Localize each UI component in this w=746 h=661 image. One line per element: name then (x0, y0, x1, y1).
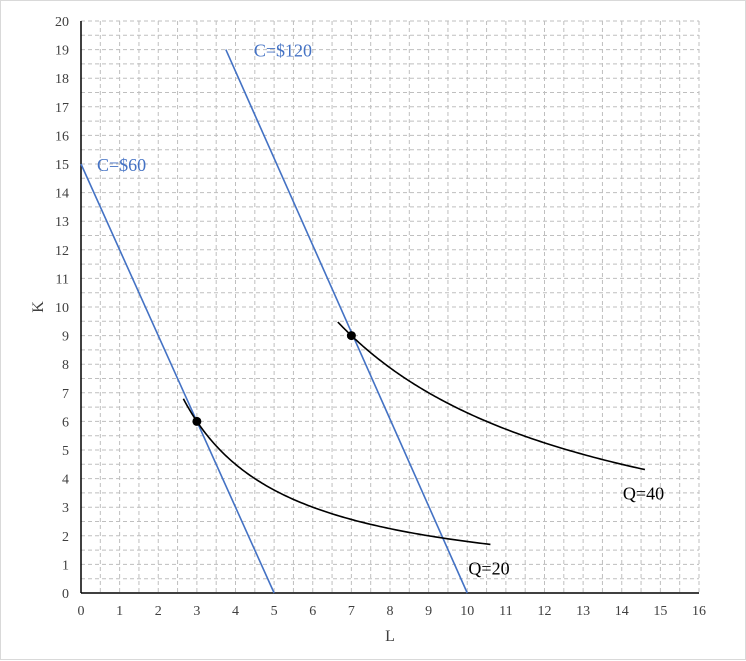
y-tick-label: 19 (55, 44, 69, 59)
grid-layer (80, 20, 700, 594)
isoquant-curve (337, 321, 646, 471)
tangency-point (192, 416, 202, 426)
y-tick-label: 0 (62, 587, 69, 602)
x-tick-label: 10 (460, 604, 474, 619)
x-tick-label: 0 (78, 604, 85, 619)
x-tick-label: 15 (653, 604, 667, 619)
isoquant-curve (182, 398, 491, 546)
x-axis-title: L (385, 628, 395, 645)
x-tick-label: 7 (348, 604, 355, 619)
isocost-label: C=$60 (97, 155, 146, 175)
tangency-point (346, 331, 356, 341)
x-tick-label: 12 (538, 604, 552, 619)
y-tick-label: 2 (62, 530, 69, 545)
x-tick-label: 1 (116, 604, 123, 619)
y-tick-label: 14 (55, 187, 69, 202)
y-axis-title: K (30, 301, 47, 313)
series-layer (80, 49, 646, 594)
y-tick-label: 4 (62, 473, 69, 488)
x-tick-label: 2 (155, 604, 162, 619)
x-tick-label: 11 (499, 604, 512, 619)
axes-layer (80, 21, 699, 594)
x-tick-label: 8 (387, 604, 394, 619)
y-tick-label: 16 (55, 129, 69, 144)
x-tick-label: 3 (193, 604, 200, 619)
y-tick-label: 6 (62, 415, 69, 430)
y-tick-label: 13 (55, 215, 69, 230)
x-tick-label: 16 (692, 604, 706, 619)
y-tick-label: 9 (62, 330, 69, 345)
isoquant-label: Q=40 (623, 484, 664, 504)
isoquant-label: Q=20 (468, 558, 509, 578)
y-tick-label: 3 (62, 501, 69, 516)
y-tick-label: 7 (62, 387, 69, 402)
y-tick-label: 8 (62, 358, 69, 373)
y-tick-label: 17 (55, 101, 69, 116)
tick-labels: 0 1 2 3 4 5 6 7 8 9 10 11 12 13 14 15 160123456789101112… (55, 15, 706, 619)
y-tick-label: 10 (55, 301, 69, 316)
y-tick-label: 20 (55, 15, 69, 30)
isocost-line (225, 49, 468, 594)
y-tick-label: 18 (55, 72, 69, 87)
y-tick-label: 12 (55, 244, 69, 259)
isocost-line (80, 163, 275, 594)
x-tick-label: 9 (425, 604, 432, 619)
isocost-label: C=$120 (254, 41, 312, 61)
x-tick-label: 13 (576, 604, 590, 619)
x-tick-label: 5 (271, 604, 278, 619)
y-tick-label: 1 (62, 558, 69, 573)
y-tick-label: 11 (56, 272, 69, 287)
series-labels: C=$60 C=$120 Q=20 Q=40 (97, 41, 664, 579)
tangency-points (192, 331, 356, 426)
y-tick-label: 5 (62, 444, 69, 459)
y-tick-label: 15 (55, 158, 69, 173)
x-tick-label: 6 (309, 604, 316, 619)
x-tick-label: 14 (615, 604, 629, 619)
x-tick-label: 4 (232, 604, 239, 619)
